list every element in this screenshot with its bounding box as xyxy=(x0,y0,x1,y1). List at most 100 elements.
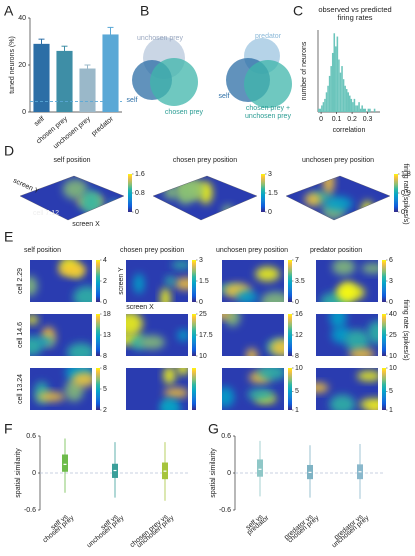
y-tick-label: 0 xyxy=(22,109,26,116)
heat-blob xyxy=(222,386,235,408)
heat-group xyxy=(222,368,284,410)
colorbar-tick-label: 8 xyxy=(103,365,107,372)
x-tick-label: 0.2 xyxy=(347,116,357,123)
chart-title: firing rates xyxy=(337,13,372,22)
heat-blob xyxy=(30,275,38,296)
colorbar xyxy=(192,260,196,302)
colorbar-tick-label: 5 xyxy=(295,388,299,395)
x-tick-label: self xyxy=(33,116,46,128)
x-tick-label: predator xyxy=(90,115,115,138)
heat-blob xyxy=(20,207,30,219)
heat-blob xyxy=(139,335,165,350)
panel-letter: G xyxy=(208,421,219,437)
panel-letter: F xyxy=(4,421,13,437)
colorbar xyxy=(394,174,398,212)
surface-title: chosen prey position xyxy=(173,157,237,164)
heat-blob xyxy=(30,314,39,325)
box xyxy=(62,454,68,472)
colorbar xyxy=(192,368,196,410)
surface-axis-label: screen X xyxy=(72,221,100,228)
colorbar xyxy=(96,314,100,356)
heat-blob xyxy=(338,281,357,302)
panel-letter: E xyxy=(4,229,13,245)
heat-group xyxy=(153,176,257,220)
histogram-bar xyxy=(364,108,367,112)
heat-group xyxy=(316,260,378,302)
colorbar-tick-label: 0 xyxy=(103,299,107,306)
colorbar-tick-label: 4 xyxy=(103,257,107,264)
colorbar-tick-label: 1 xyxy=(389,407,393,414)
heat-blob xyxy=(357,370,378,382)
surface-outline xyxy=(152,175,258,221)
y-axis-label: tuned neurons (%) xyxy=(9,36,16,94)
colorbar-tick-label: 2 xyxy=(103,278,107,285)
colorbar xyxy=(382,260,386,302)
heat-blob xyxy=(324,196,353,211)
venn-label: self xyxy=(127,97,138,104)
heatmap-axis-label: screen X xyxy=(126,304,154,311)
colorbar-tick-label: 1.5 xyxy=(268,190,278,197)
histogram-bar xyxy=(333,33,336,112)
heat-blob xyxy=(260,291,284,302)
heat-blob xyxy=(176,368,188,376)
heat-group xyxy=(126,368,188,410)
heat-blob xyxy=(348,348,375,356)
heat-blob xyxy=(247,388,274,401)
heat-blob xyxy=(222,314,232,319)
heat-blob xyxy=(174,277,188,290)
colorbar-tick-label: 16 xyxy=(295,311,303,318)
colorbar-tick-label: 0.9 xyxy=(401,190,411,197)
surface-axis-label: screen Y xyxy=(12,177,40,195)
heat-blob xyxy=(58,264,87,276)
colorbar-tick-label: 0 xyxy=(389,299,393,306)
heat-group xyxy=(126,260,188,302)
colorbar-tick-label: 3 xyxy=(268,171,272,178)
venn-label: predator xyxy=(255,33,282,40)
colorbar-label: firing rate (spikes/s) xyxy=(402,299,409,360)
chart-title: observed vs predicted xyxy=(318,5,391,14)
colorbar-label: firing rate (spikes/s) xyxy=(402,163,409,224)
colorbar-tick-label: 18 xyxy=(103,311,111,318)
colorbar-tick-label: 10 xyxy=(389,365,397,372)
histogram-bar xyxy=(347,92,349,112)
venn-label: chosen prey xyxy=(165,109,204,116)
histogram-bar xyxy=(353,98,356,112)
heat-blob xyxy=(37,391,65,402)
heat-blob xyxy=(62,179,88,200)
heat-blob xyxy=(332,260,356,276)
heat-blob xyxy=(72,371,92,387)
colorbar xyxy=(96,260,100,302)
colorbar-tick-label: 25 xyxy=(199,311,207,318)
y-tick-label: 0.6 xyxy=(26,433,36,440)
histogram-bar xyxy=(321,105,323,112)
venn-circle xyxy=(244,60,292,108)
bar xyxy=(102,34,119,113)
colorbar xyxy=(288,368,292,410)
panel-letter: B xyxy=(140,3,149,19)
heat-blob xyxy=(171,260,188,269)
heat-group xyxy=(286,176,390,220)
y-tick-label: 0 xyxy=(227,470,231,477)
histogram-bar xyxy=(345,89,348,112)
heat-blob xyxy=(257,368,284,381)
colorbar-tick-label: 0 xyxy=(135,209,139,216)
surface-title: unchosen prey position xyxy=(302,157,374,164)
heat-blob xyxy=(361,263,378,274)
cell-label: cell 13.24 xyxy=(17,374,24,404)
histogram-bar xyxy=(336,36,339,113)
bar xyxy=(56,50,73,112)
heat-group xyxy=(30,260,92,302)
x-axis-label: correlation xyxy=(333,127,366,134)
heatmap-title: predator position xyxy=(310,247,362,254)
panel-letter: D xyxy=(4,143,14,159)
y-tick-label: 0 xyxy=(32,470,36,477)
heat-blob xyxy=(30,336,43,356)
heat-group xyxy=(222,314,284,356)
heat-blob xyxy=(80,190,102,214)
histogram-bar xyxy=(341,66,343,112)
colorbar-tick-label: 3.5 xyxy=(295,278,305,285)
colorbar-tick-label: 12 xyxy=(295,332,303,339)
heat-blob xyxy=(160,287,171,302)
colorbar-tick-label: 13 xyxy=(103,332,111,339)
